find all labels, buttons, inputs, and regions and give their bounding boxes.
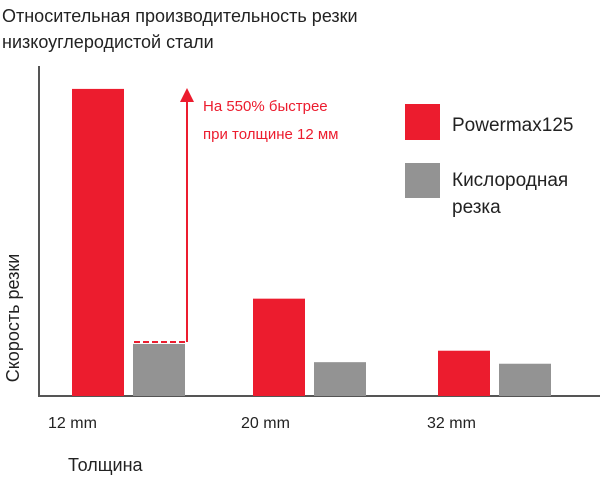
chart-title-line-1: Относительная производительность резки bbox=[2, 6, 358, 26]
legend-label-oxyfuel-line-1: Кислородная bbox=[452, 170, 568, 191]
x-tick-label-20mm: 20 mm bbox=[241, 415, 290, 432]
chart-title-line-2: низкоуглеродистой стали bbox=[2, 32, 214, 52]
annotation-text-line-1: На 550% быстрее bbox=[203, 98, 328, 115]
legend-label-powermax: Powermax125 bbox=[452, 115, 573, 136]
x-tick-label-32mm: 32 mm bbox=[427, 415, 476, 432]
bar-powermax-32mm bbox=[438, 350, 490, 396]
x-tick-label-12mm: 12 mm bbox=[48, 415, 97, 432]
arrow-up-icon bbox=[180, 88, 194, 102]
legend: Powermax125 Кислородная резка bbox=[405, 104, 573, 218]
bar-powermax-12mm bbox=[72, 88, 124, 396]
y-axis-label: Скорость резки bbox=[3, 254, 23, 383]
annotation-text-line-2: при толщине 12 мм bbox=[203, 126, 338, 143]
x-axis-label: Толщина bbox=[68, 455, 144, 475]
bar-oxyfuel-32mm bbox=[499, 363, 551, 396]
bar-oxyfuel-20mm bbox=[314, 362, 366, 396]
legend-label-oxyfuel-line-2: резка bbox=[452, 197, 501, 218]
legend-swatch-powermax bbox=[405, 104, 440, 140]
annotation-550-percent: На 550% быстрее при толщине 12 мм bbox=[134, 88, 338, 343]
bar-powermax-20mm bbox=[253, 298, 305, 396]
bar-oxyfuel-12mm bbox=[133, 343, 185, 396]
legend-swatch-oxyfuel bbox=[405, 163, 440, 198]
